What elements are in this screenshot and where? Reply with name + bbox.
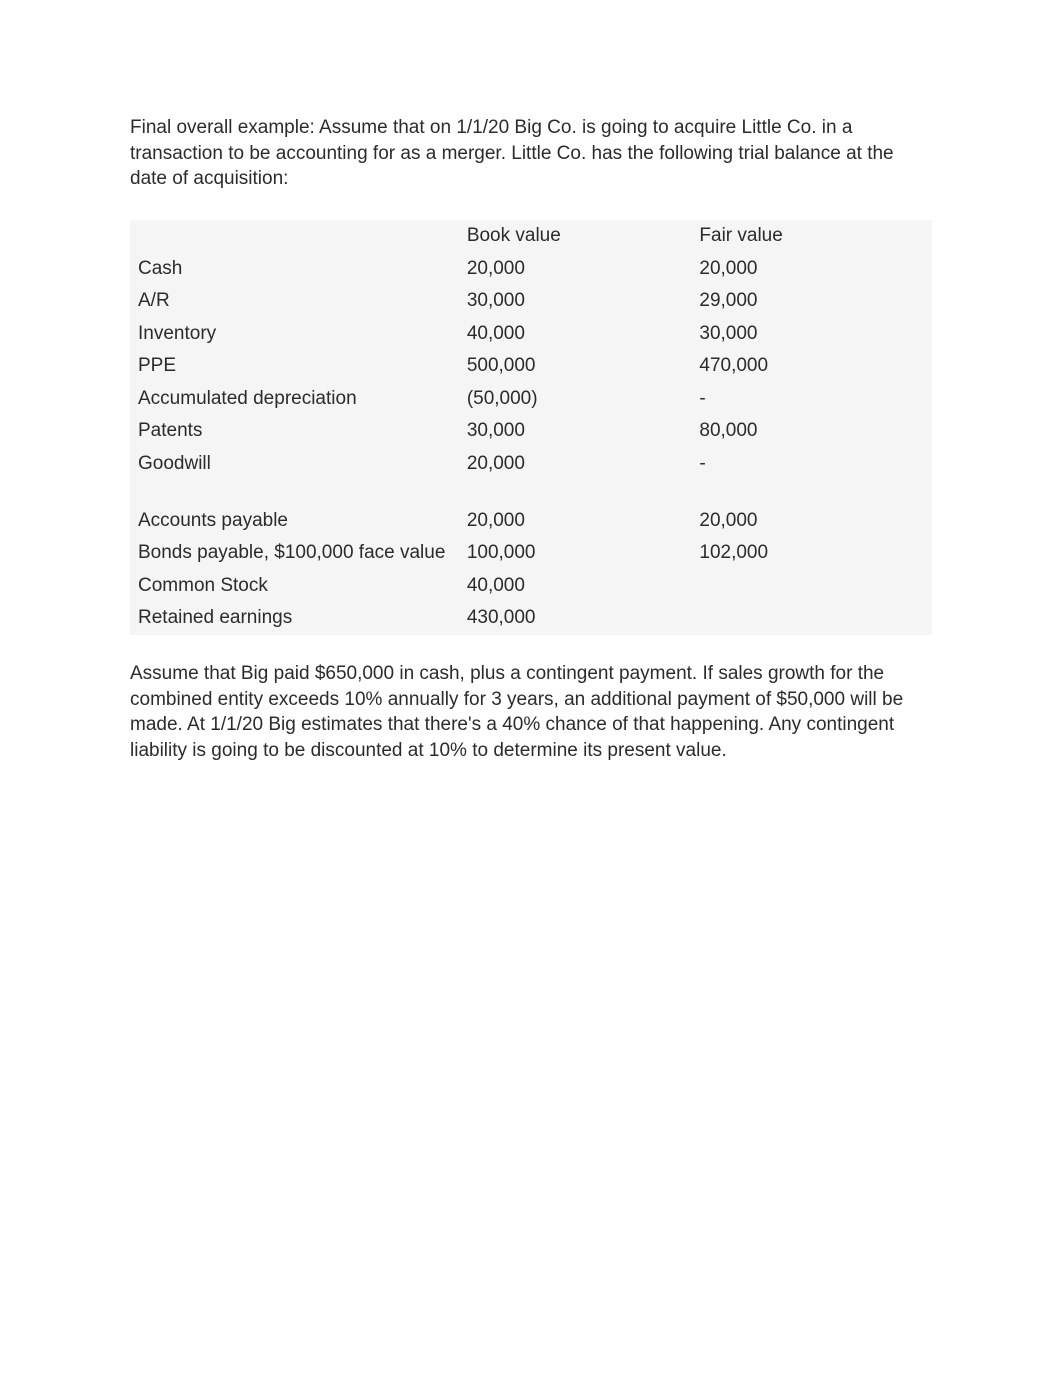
table-row: Accounts payable 20,000 20,000: [130, 505, 932, 538]
row-book: 20,000: [459, 448, 692, 481]
row-fair: 20,000: [691, 253, 932, 286]
header-book-value: Book value: [459, 220, 692, 253]
row-book: 20,000: [459, 505, 692, 538]
table-row: Common Stock 40,000: [130, 570, 932, 603]
row-fair: [691, 602, 932, 635]
table-row: Patents 30,000 80,000: [130, 415, 932, 448]
table-row: Bonds payable, $100,000 face value 100,0…: [130, 537, 932, 570]
footer-paragraph: Assume that Big paid $650,000 in cash, p…: [130, 661, 932, 764]
row-book: 40,000: [459, 570, 692, 603]
row-book: 430,000: [459, 602, 692, 635]
row-book: 30,000: [459, 285, 692, 318]
row-label: Common Stock: [130, 570, 459, 603]
row-label: Inventory: [130, 318, 459, 351]
row-book: 500,000: [459, 350, 692, 383]
spacer-row: [130, 481, 932, 505]
row-fair: -: [691, 383, 932, 416]
row-fair: 30,000: [691, 318, 932, 351]
row-label: A/R: [130, 285, 459, 318]
table-row: Goodwill 20,000 -: [130, 448, 932, 481]
header-fair-value: Fair value: [691, 220, 932, 253]
trial-balance-table: Book value Fair value Cash 20,000 20,000…: [130, 220, 932, 635]
row-label: PPE: [130, 350, 459, 383]
row-fair: 80,000: [691, 415, 932, 448]
row-label: Bonds payable, $100,000 face value: [130, 537, 459, 570]
header-blank: [130, 220, 459, 253]
row-book: 100,000: [459, 537, 692, 570]
table-row: A/R 30,000 29,000: [130, 285, 932, 318]
row-book: 20,000: [459, 253, 692, 286]
row-book: 30,000: [459, 415, 692, 448]
row-book: (50,000): [459, 383, 692, 416]
row-label: Accumulated depreciation: [130, 383, 459, 416]
row-fair: 20,000: [691, 505, 932, 538]
table-header-row: Book value Fair value: [130, 220, 932, 253]
intro-paragraph: Final overall example: Assume that on 1/…: [130, 115, 932, 192]
row-label: Patents: [130, 415, 459, 448]
table-row: Cash 20,000 20,000: [130, 253, 932, 286]
table-row: Inventory 40,000 30,000: [130, 318, 932, 351]
row-fair: -: [691, 448, 932, 481]
row-fair: 29,000: [691, 285, 932, 318]
row-fair: 102,000: [691, 537, 932, 570]
row-fair: [691, 570, 932, 603]
row-label: Goodwill: [130, 448, 459, 481]
table-row: PPE 500,000 470,000: [130, 350, 932, 383]
row-label: Accounts payable: [130, 505, 459, 538]
row-label: Retained earnings: [130, 602, 459, 635]
row-label: Cash: [130, 253, 459, 286]
table-row: Retained earnings 430,000: [130, 602, 932, 635]
table-row: Accumulated depreciation (50,000) -: [130, 383, 932, 416]
row-fair: 470,000: [691, 350, 932, 383]
row-book: 40,000: [459, 318, 692, 351]
